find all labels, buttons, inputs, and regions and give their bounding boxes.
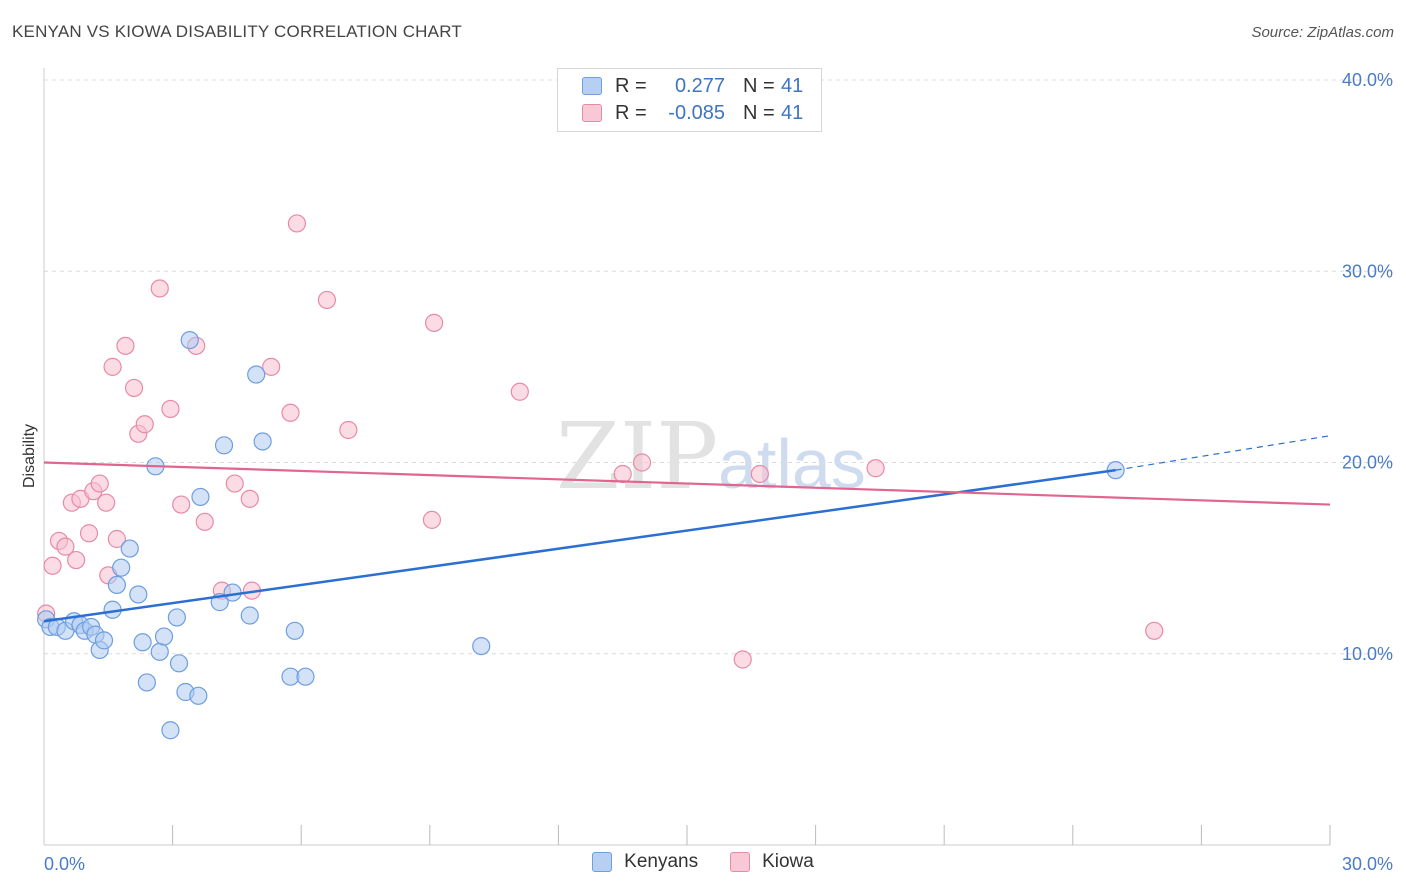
kenyans-point xyxy=(214,436,234,455)
kiowa-point xyxy=(150,279,169,298)
kenyans-point xyxy=(472,636,491,656)
kiowa-point xyxy=(866,459,885,478)
correlation-legend: R = 0.277 N = 41 R = -0.085 N = 41 xyxy=(557,68,822,132)
legend-row-kiowa: R = -0.085 N = 41 xyxy=(582,100,803,126)
kenyans-point xyxy=(189,686,208,705)
legend-n-value: 41 xyxy=(781,101,804,124)
kenyans-point xyxy=(133,633,152,652)
kiowa-point xyxy=(240,489,259,508)
kenyans-point xyxy=(137,673,156,692)
kenyans-point xyxy=(253,432,272,451)
legend-r-value: 0.277 xyxy=(674,74,725,97)
kiowa-point xyxy=(424,313,444,332)
source-label: Source: ZipAtlas.com xyxy=(1251,24,1394,41)
kiowa-point xyxy=(161,399,180,419)
kenyans-point xyxy=(120,539,139,558)
kenyans-point xyxy=(107,575,126,595)
kenyans-point xyxy=(150,642,169,661)
watermark-atlas: atlas xyxy=(718,425,866,503)
trend-lines xyxy=(43,435,1331,623)
kiowa-point xyxy=(339,420,358,440)
kenyans-point xyxy=(240,606,259,625)
kenyans-point xyxy=(191,487,210,507)
y-tick-label: 10.0% xyxy=(1342,644,1393,664)
legend-r-value: -0.085 xyxy=(668,101,725,124)
kenyans-point xyxy=(247,365,266,384)
watermark: ZIP atlas xyxy=(556,403,866,510)
kiowa-point xyxy=(107,529,126,549)
kiowa-point xyxy=(750,464,769,484)
kiowa-point xyxy=(422,510,442,529)
kenyans-point xyxy=(180,331,199,350)
legend-swatch-kiowa xyxy=(730,852,751,872)
legend-n-label: N = xyxy=(743,101,775,124)
legend-item-kenyans[interactable]: Kenyans xyxy=(592,851,698,873)
legend-r-label: R = xyxy=(615,101,647,124)
y-axis-label: Disability xyxy=(21,424,38,488)
legend-r-label: R = xyxy=(615,74,647,97)
kiowa-point xyxy=(1145,621,1164,640)
kiowa-point xyxy=(67,550,86,570)
legend-n-value: 41 xyxy=(781,74,804,97)
legend-n-label: N = xyxy=(743,74,775,97)
tick-labels: 10.0% 20.0% 30.0% 40.0% 0.0% 30.0% xyxy=(44,70,1393,874)
kiowa-point xyxy=(97,493,116,512)
legend-label-kenyans: Kenyans xyxy=(624,851,699,872)
legend-item-kiowa[interactable]: Kiowa xyxy=(730,851,814,873)
legend-label-kiowa: Kiowa xyxy=(762,851,814,872)
kiowa-point xyxy=(56,537,75,556)
kenyans-point xyxy=(129,585,148,604)
kiowa-point xyxy=(613,464,632,484)
legend-swatch-kenyans xyxy=(582,77,602,95)
kenyans-point xyxy=(161,721,180,740)
y-tick-label: 20.0% xyxy=(1342,453,1393,473)
kenyans-point xyxy=(169,654,189,673)
grid-lines xyxy=(44,79,1392,655)
y-tick-label: 30.0% xyxy=(1342,261,1393,281)
series-legend: Kenyans Kiowa xyxy=(0,851,1406,873)
y-tick-label: 40.0% xyxy=(1342,70,1393,90)
kiowa-point xyxy=(43,556,62,575)
kenyans-point xyxy=(112,558,131,577)
kiowa-point xyxy=(135,415,154,434)
kenyans-point xyxy=(94,631,114,650)
kenyans-point xyxy=(296,667,315,686)
kenyans-point xyxy=(285,621,304,640)
kenyans-trend-line xyxy=(43,468,1116,623)
legend-swatch-kiowa xyxy=(582,104,602,122)
x-tick-label: 0.0% xyxy=(44,854,85,874)
legend-row-kenyans: R = 0.277 N = 41 xyxy=(582,73,803,99)
kiowa-point xyxy=(317,290,337,310)
kenyans-trend-extension xyxy=(1115,435,1331,471)
kiowa-point xyxy=(262,357,281,376)
kiowa-point xyxy=(172,495,191,514)
kiowa-point xyxy=(225,474,244,493)
kiowa-trend-line xyxy=(43,461,1331,506)
kenyans-point xyxy=(167,608,186,627)
chart-title: KENYAN VS KIOWA DISABILITY CORRELATION C… xyxy=(12,22,462,41)
kiowa-point xyxy=(281,403,300,422)
kiowa-point xyxy=(510,382,529,401)
kiowa-point xyxy=(90,474,109,493)
kenyans-points xyxy=(37,331,1125,740)
kiowa-point xyxy=(103,357,122,376)
kiowa-point xyxy=(195,512,214,531)
kiowa-point xyxy=(116,336,135,355)
x-tick-label: 30.0% xyxy=(1342,854,1393,874)
kiowa-point xyxy=(79,524,99,543)
kiowa-point xyxy=(287,214,307,233)
kiowa-point xyxy=(124,378,144,398)
kiowa-point xyxy=(733,650,752,669)
legend-swatch-kenyans xyxy=(592,852,613,872)
kenyans-point xyxy=(154,627,174,646)
kiowa-point xyxy=(632,453,652,472)
axes xyxy=(43,68,1331,846)
kiowa-points xyxy=(37,214,1164,669)
